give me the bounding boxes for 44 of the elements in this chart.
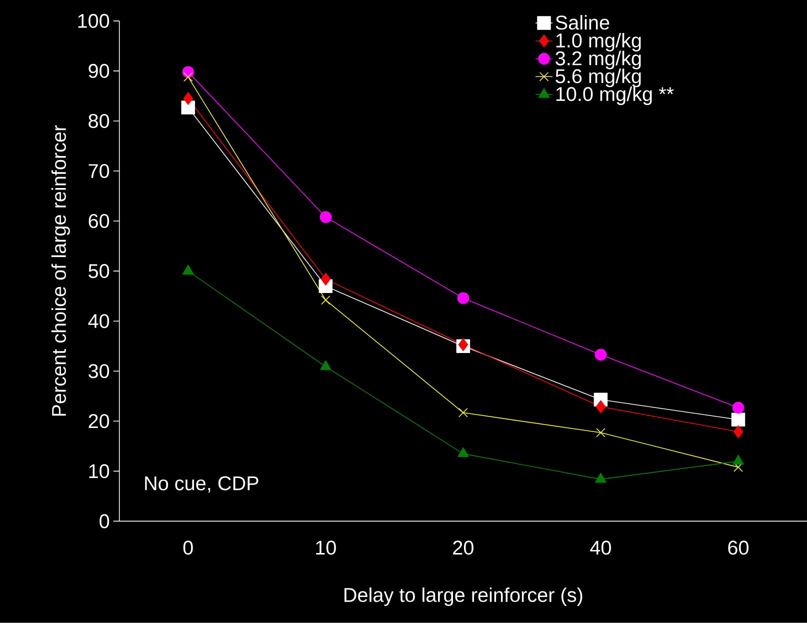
- point: [320, 272, 331, 286]
- point: [458, 408, 468, 418]
- y-tick-label: 30: [88, 364, 110, 378]
- point: [457, 292, 470, 304]
- point: [731, 412, 746, 427]
- x-tick-label: 60: [728, 540, 748, 555]
- point: [182, 66, 194, 78]
- point: [320, 211, 332, 223]
- legend-label: 1.0 mg/kg: [556, 33, 641, 52]
- y-tick-label: 60: [88, 214, 110, 228]
- y-tick-label: 50: [88, 264, 110, 278]
- y-tick-label: 20: [88, 414, 110, 428]
- point: [732, 454, 744, 465]
- x-tick-label: 10: [316, 540, 336, 555]
- y-tick-label: 0: [100, 514, 110, 528]
- x-axis-title: Delay to large reinforcer (s): [344, 588, 582, 606]
- x-tick-label: 0: [183, 540, 193, 555]
- y-axis-title: Percent choice of large reinforcer: [51, 125, 70, 416]
- point: [182, 264, 194, 275]
- x-tick-label: 40: [590, 540, 611, 555]
- y-tick-label: 80: [88, 114, 110, 128]
- point: [181, 100, 195, 114]
- point: [733, 425, 744, 438]
- legend-label: 10.0 mg/kg **: [556, 86, 674, 106]
- legend-label: Saline: [556, 15, 610, 30]
- point: [596, 400, 606, 414]
- legend-label: 3.2 mg/kg: [556, 50, 641, 70]
- y-tick-label: 70: [88, 164, 110, 178]
- point: [458, 447, 469, 458]
- point: [183, 92, 194, 105]
- point: [183, 72, 193, 82]
- point: [594, 348, 607, 361]
- y-tick-label: 40: [88, 314, 110, 328]
- point: [595, 472, 606, 483]
- y-tick-label: 90: [88, 64, 110, 78]
- point: [596, 428, 606, 438]
- y-tick-label: 10: [89, 464, 110, 478]
- annotation: No cue, CDP: [145, 476, 258, 493]
- y-tick-label: 100: [78, 14, 110, 28]
- x-tick-label: 20: [453, 540, 474, 555]
- legend-label: 5.6 mg/kg: [556, 68, 641, 88]
- point: [732, 402, 744, 414]
- point: [320, 360, 332, 370]
- point: [321, 296, 330, 305]
